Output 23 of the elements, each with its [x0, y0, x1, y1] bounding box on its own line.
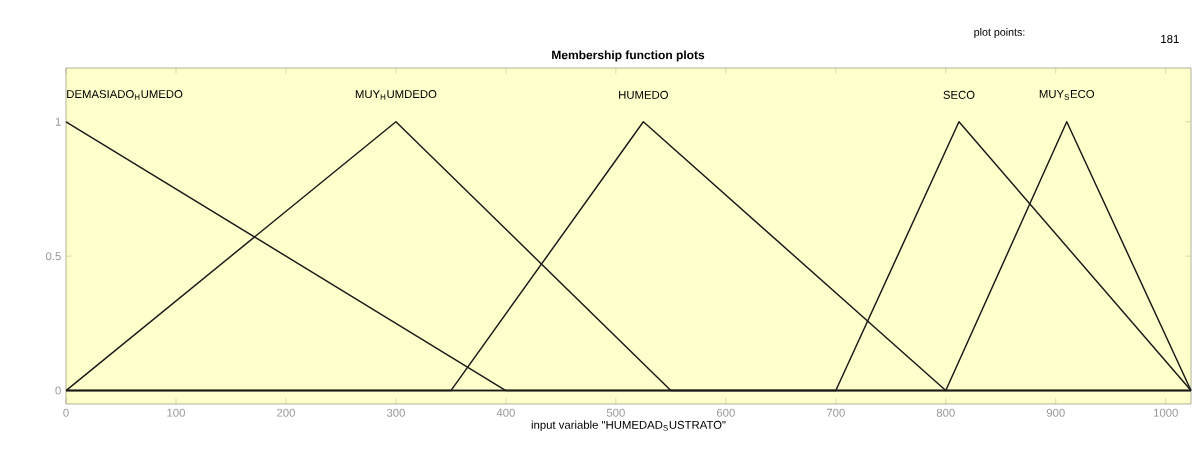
y-tick-label: 1	[55, 117, 61, 126]
text: MUY$_{H}$UMDEDO	[355, 90, 437, 100]
x-tick-label: 600	[716, 408, 735, 417]
x-tick-label: 300	[386, 408, 405, 417]
y-tick-label: 0	[55, 386, 61, 395]
x-tick-label: 100	[167, 408, 185, 417]
x-axis-title: input variable "HUMEDAD$_{S}$USTRATO"	[531, 420, 726, 432]
x-tick-label: 400	[496, 408, 515, 417]
text: HUMEDO	[619, 90, 668, 99]
x-tick-label: 200	[277, 408, 295, 417]
text: SECO	[943, 90, 975, 99]
text: MUY$_{S}$ECO	[1039, 89, 1095, 100]
text: 181	[1161, 34, 1179, 43]
x-tick-label: 700	[826, 408, 845, 417]
x-tick-label: 800	[936, 408, 955, 417]
x-tick-label: 0	[63, 408, 69, 417]
series-label: DEMASIADO$_{H}$UMEDO	[67, 90, 183, 100]
x-tick-label: 500	[606, 408, 625, 417]
chart-title: Membership function plots	[552, 50, 705, 62]
x-tick-label: 900	[1046, 408, 1065, 417]
x-tick-label: 1000	[1153, 408, 1178, 417]
text: plot points:	[974, 28, 1025, 38]
y-tick-label: 0.5	[45, 252, 61, 261]
